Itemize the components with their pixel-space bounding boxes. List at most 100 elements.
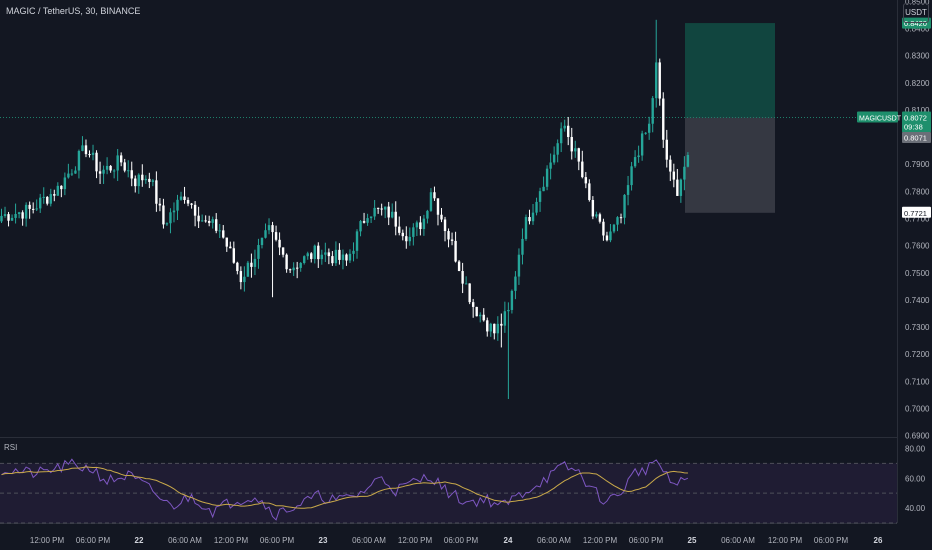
rsi-ma-line [1, 466, 688, 509]
candle-body [246, 262, 250, 277]
candle-body [545, 168, 549, 187]
candle-body [366, 218, 369, 223]
candle-body [644, 132, 647, 134]
candle-body [278, 239, 281, 248]
candle-body [176, 199, 179, 211]
candle-body [588, 183, 591, 200]
candle-body [81, 145, 84, 151]
currency-button[interactable]: USDT [903, 3, 929, 23]
candle-body [623, 194, 626, 218]
candle-body [609, 231, 612, 241]
candle-body [369, 216, 373, 219]
candle-body [295, 267, 299, 269]
price-tick-label: 0.7700 [905, 215, 930, 224]
time-axis-label: 12:00 PM [768, 536, 803, 545]
time-axis-label: 12:00 PM [30, 536, 65, 545]
candle-body [7, 214, 10, 221]
candle-body [162, 205, 165, 225]
candle-body [412, 227, 415, 237]
candle-body [655, 62, 658, 99]
candle-body [74, 170, 77, 174]
candle-body [672, 171, 676, 180]
candle-body [172, 210, 176, 213]
candle-body [471, 302, 475, 307]
stop-price-label [902, 206, 931, 218]
candle-body [165, 223, 169, 225]
candle-body [183, 196, 186, 200]
candle-body [440, 214, 443, 220]
candle-body [669, 159, 672, 172]
candle-body [144, 178, 148, 181]
candle-body [507, 309, 510, 312]
candle-body [338, 249, 341, 260]
candle-body [542, 186, 545, 192]
candle-body [88, 154, 91, 156]
target-zone [685, 23, 775, 118]
candle-body [28, 204, 31, 209]
candle-body [292, 267, 295, 271]
candle-body [429, 192, 433, 211]
candle-body [475, 306, 478, 317]
time-axis-label: 24 [504, 536, 513, 545]
candle-body [158, 203, 162, 206]
candle-body [535, 201, 538, 213]
candle-body [151, 180, 155, 182]
candle-body [310, 253, 313, 259]
candle-body [84, 145, 88, 155]
candle-body [17, 212, 21, 214]
candle-body [39, 197, 42, 209]
candle-body [239, 271, 243, 283]
candle-body [436, 198, 440, 215]
candle-body [683, 166, 686, 180]
candle-body [616, 217, 619, 225]
stop-zone [685, 117, 775, 213]
candle-body [204, 220, 207, 222]
candle-body [651, 98, 654, 124]
candle-body [405, 236, 408, 242]
candle-body [662, 98, 665, 140]
candle-body [281, 247, 285, 255]
candle-body [665, 139, 668, 160]
rsi-tick-label: 80.00 [905, 444, 926, 453]
price-tick-label: 0.7100 [905, 377, 930, 386]
candle-body [14, 213, 17, 218]
candle-body [232, 248, 236, 263]
rsi-indicator-label: RSI [4, 443, 18, 452]
candle-body [517, 254, 521, 277]
candle-body [288, 269, 292, 271]
candle-body [179, 196, 183, 200]
candle-body [123, 162, 126, 171]
candle-body [591, 199, 595, 217]
candle-body [559, 128, 563, 144]
time-axis-label: 06:00 AM [168, 536, 202, 545]
price-tick-label: 0.7400 [905, 296, 930, 305]
candle-body [454, 240, 457, 262]
candle-body [264, 230, 267, 238]
candle-body [63, 177, 67, 190]
candle-body [303, 256, 306, 263]
time-axis-label: 06:00 AM [721, 536, 755, 545]
candle-body [524, 217, 528, 239]
candle-body [394, 211, 397, 227]
candle-body [299, 262, 302, 268]
time-axis-label: 23 [319, 536, 328, 545]
candle-body [60, 185, 63, 190]
candle-body [391, 211, 394, 218]
candle-body [260, 237, 264, 246]
candle-body [334, 249, 338, 264]
candle-body [401, 232, 404, 237]
candle-body [169, 212, 172, 224]
candle-body [422, 218, 426, 230]
candle-body [53, 194, 56, 196]
candle-body [637, 155, 640, 158]
candle-body [574, 148, 577, 152]
candle-body [31, 208, 35, 210]
candle-body [98, 171, 102, 174]
candle-body [500, 323, 503, 326]
candle-body [584, 177, 588, 184]
candle-body [426, 210, 429, 219]
candle-body [552, 154, 556, 163]
candle-body [633, 157, 637, 167]
candle-body [56, 185, 60, 196]
